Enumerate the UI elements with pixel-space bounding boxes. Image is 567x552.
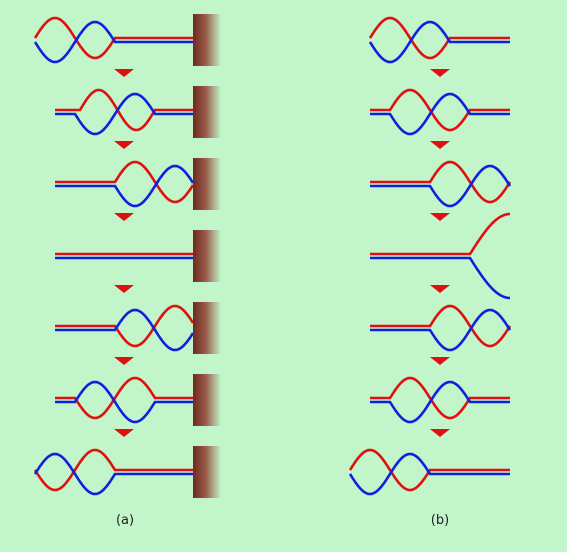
wave — [368, 16, 510, 60]
arrow — [430, 429, 450, 437]
wave — [55, 92, 193, 136]
wave — [33, 452, 193, 496]
arrow — [114, 357, 134, 365]
arrow — [114, 285, 134, 293]
wave — [55, 308, 195, 352]
wave — [33, 20, 193, 64]
wall — [193, 302, 221, 354]
wave — [348, 452, 510, 496]
arrow — [114, 213, 134, 221]
wave — [55, 88, 193, 132]
arrow — [430, 285, 450, 293]
wave — [370, 376, 510, 420]
wave — [370, 164, 512, 208]
wave — [55, 380, 193, 424]
arrow — [114, 141, 134, 149]
wave — [55, 164, 195, 208]
arrow — [114, 69, 134, 77]
wave — [368, 20, 510, 64]
wave — [348, 448, 510, 492]
wall — [193, 86, 221, 138]
arrow — [114, 429, 134, 437]
wall — [193, 230, 221, 282]
wave — [370, 308, 512, 352]
wave — [370, 92, 510, 136]
wave — [55, 160, 195, 204]
wave — [370, 304, 512, 348]
wave — [370, 256, 510, 300]
wave — [55, 304, 195, 348]
wall — [193, 14, 221, 66]
label-b: (b) — [431, 513, 449, 528]
arrow — [430, 357, 450, 365]
arrow — [430, 213, 450, 221]
wall — [193, 446, 221, 498]
arrow — [430, 69, 450, 77]
wave — [370, 88, 510, 132]
wall — [193, 374, 221, 426]
label-a: (a) — [116, 513, 134, 528]
wave — [33, 448, 193, 492]
waves — [33, 14, 512, 498]
wall — [193, 158, 221, 210]
arrow — [430, 141, 450, 149]
wave — [370, 160, 512, 204]
wave — [370, 212, 510, 256]
wave — [55, 376, 193, 420]
wave — [370, 380, 510, 424]
